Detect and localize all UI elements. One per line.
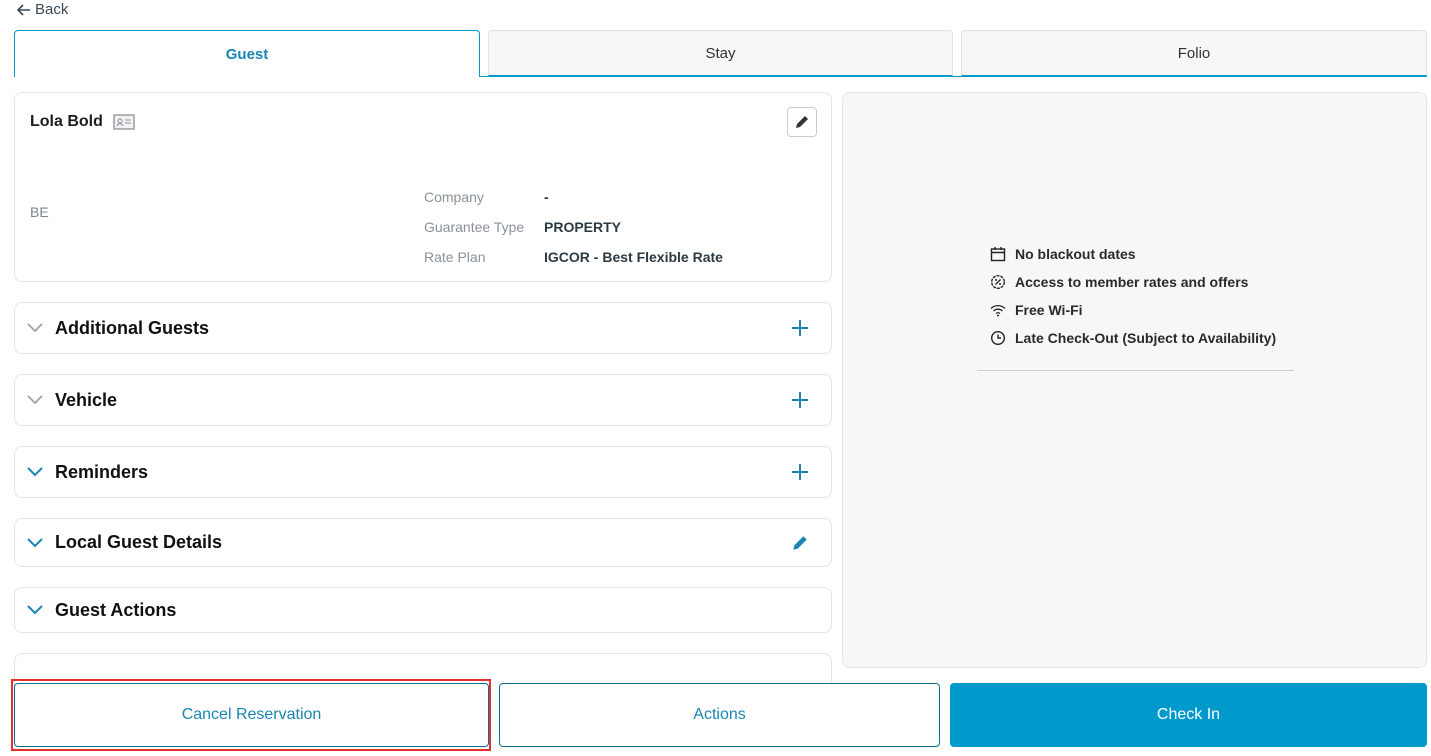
perk-item: Access to member rates and offers bbox=[990, 274, 1248, 290]
tab-folio[interactable]: Folio bbox=[961, 30, 1427, 76]
chevron-down-icon bbox=[27, 467, 45, 477]
field-value: - bbox=[544, 189, 549, 205]
calendar-icon bbox=[990, 247, 1006, 262]
divider bbox=[977, 370, 1294, 371]
actions-button[interactable]: Actions bbox=[499, 683, 940, 747]
field-value: IGCOR - Best Flexible Rate bbox=[544, 249, 723, 265]
id-card-icon[interactable] bbox=[113, 114, 135, 130]
field-label: Rate Plan bbox=[424, 249, 486, 265]
section-title: Guest Actions bbox=[55, 599, 177, 620]
section-local-guest-details[interactable]: Local Guest Details bbox=[14, 518, 832, 567]
section-title: Reminders bbox=[55, 461, 149, 482]
edit-guest-button[interactable] bbox=[787, 107, 817, 137]
guest-name-row: Lola Bold bbox=[30, 113, 135, 131]
chevron-down-icon bbox=[27, 605, 45, 615]
section-title: Local Guest Details bbox=[55, 532, 223, 552]
back-label: Back bbox=[35, 1, 69, 18]
tab-underline bbox=[480, 76, 1427, 77]
field-label: Company bbox=[424, 189, 484, 205]
tab-stay[interactable]: Stay bbox=[488, 30, 953, 76]
perk-item: Late Check-Out (Subject to Availability) bbox=[990, 330, 1276, 346]
chevron-down-icon bbox=[27, 537, 45, 548]
back-link[interactable]: Back bbox=[16, 1, 68, 18]
arrow-left-icon bbox=[16, 3, 30, 16]
field-value: PROPERTY bbox=[544, 219, 622, 235]
perk-label: Late Check-Out (Subject to Availability) bbox=[1015, 330, 1277, 346]
perk-label: Free Wi-Fi bbox=[1015, 302, 1083, 318]
plus-icon[interactable] bbox=[791, 391, 809, 409]
clock-icon bbox=[990, 330, 1006, 346]
tab-guest[interactable]: Guest bbox=[14, 30, 480, 77]
section-title: Vehicle bbox=[55, 389, 118, 410]
perk-label: No blackout dates bbox=[1015, 246, 1136, 262]
section-title: Additional Guests bbox=[55, 317, 210, 338]
section-vehicle[interactable]: Vehicle bbox=[14, 374, 832, 426]
perk-label: Access to member rates and offers bbox=[1015, 274, 1249, 290]
plus-icon[interactable] bbox=[791, 463, 809, 481]
highlight-box bbox=[11, 679, 491, 751]
section-guest-actions[interactable]: Guest Actions bbox=[14, 587, 832, 633]
guest-card: Lola Bold BE Company - Guarantee Type PROP… bbox=[14, 92, 832, 282]
cancel-reservation-button[interactable]: Cancel Reservation bbox=[14, 683, 489, 747]
perk-item: No blackout dates bbox=[990, 246, 1136, 262]
wifi-icon bbox=[990, 304, 1006, 317]
guest-country: BE bbox=[30, 204, 49, 220]
pencil-icon bbox=[796, 116, 808, 128]
percent-badge-icon bbox=[990, 274, 1006, 290]
field-label: Guarantee Type bbox=[424, 219, 525, 235]
plus-icon[interactable] bbox=[791, 319, 809, 337]
chevron-down-icon bbox=[27, 395, 45, 405]
field-rate-plan: Rate Plan IGCOR - Best Flexible Rate bbox=[424, 249, 723, 265]
pencil-icon[interactable] bbox=[791, 534, 809, 552]
perk-item: Free Wi-Fi bbox=[990, 302, 1083, 318]
chevron-down-icon bbox=[27, 323, 45, 333]
section-reminders[interactable]: Reminders bbox=[14, 446, 832, 498]
field-guarantee-type: Guarantee Type PROPERTY bbox=[424, 219, 621, 235]
section-additional-guests[interactable]: Additional Guests bbox=[14, 302, 832, 354]
check-in-button[interactable]: Check In bbox=[950, 683, 1427, 747]
field-company: Company - bbox=[424, 189, 549, 205]
membership-panel: No blackout dates Access to member rates… bbox=[842, 92, 1427, 668]
guest-name: Lola Bold bbox=[30, 113, 103, 130]
